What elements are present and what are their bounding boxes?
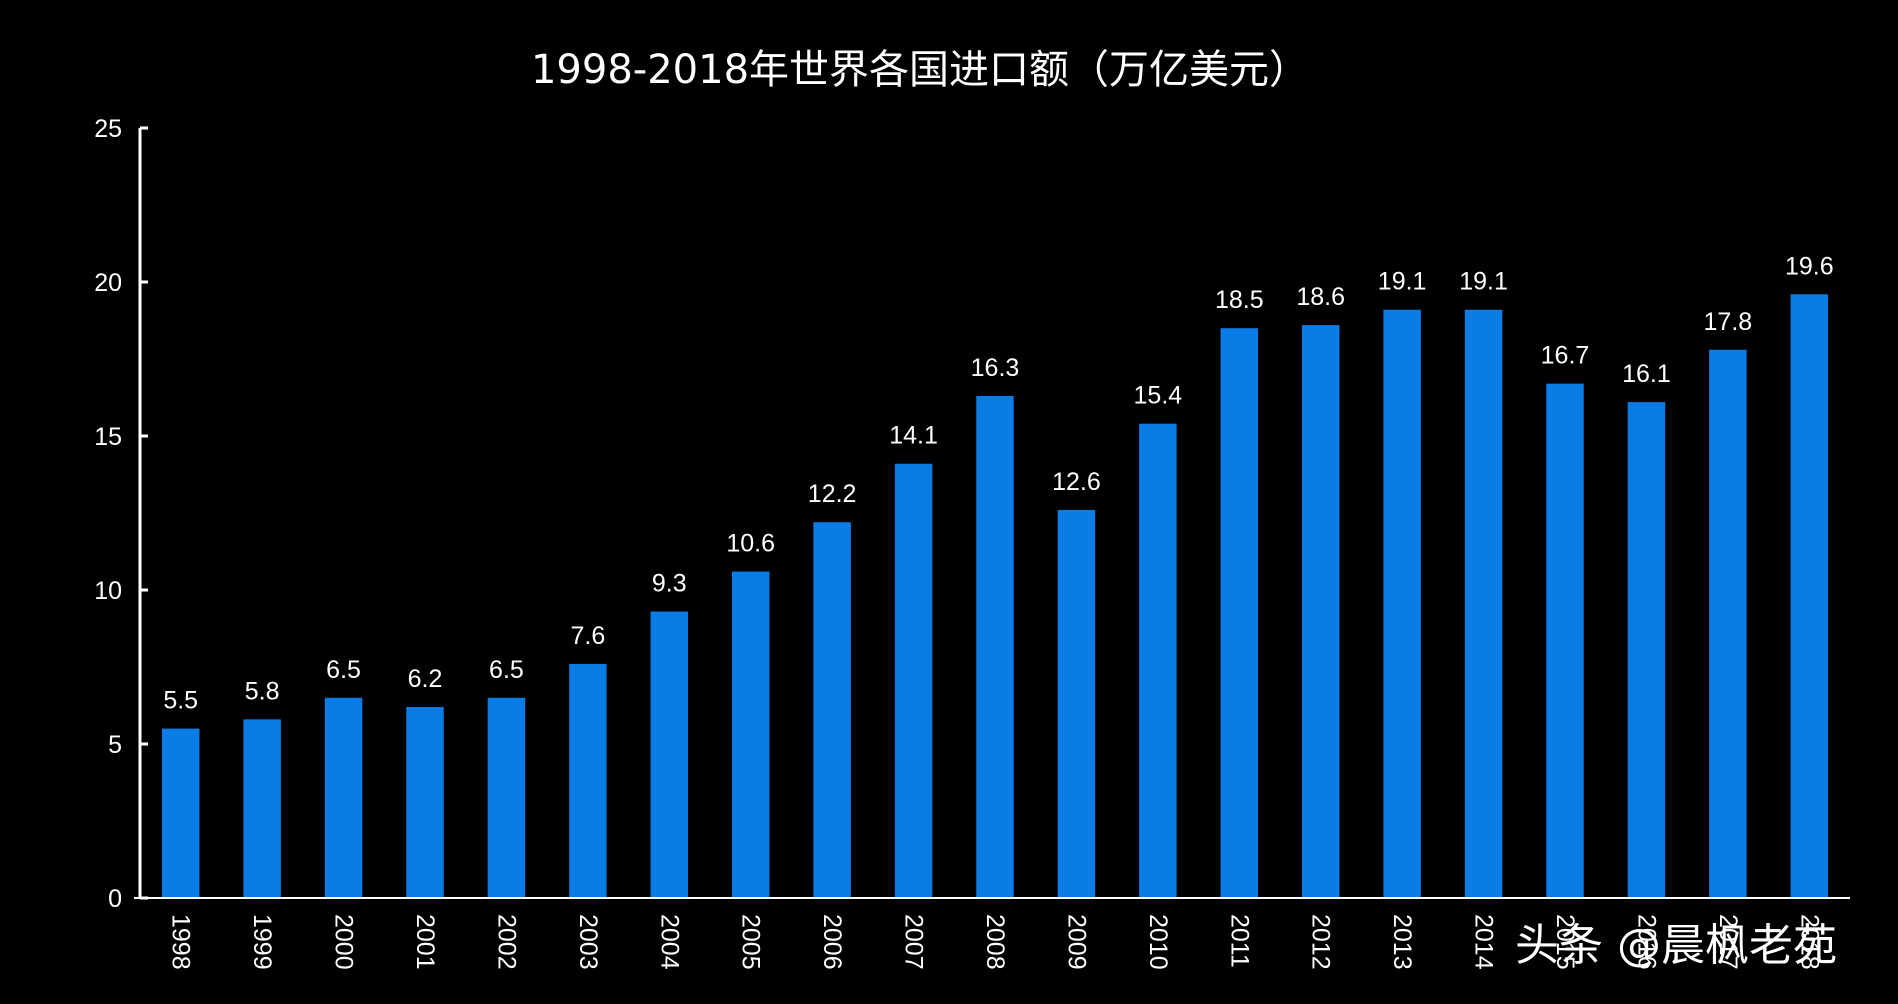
x-tick-label-2007: 2007 — [900, 914, 928, 970]
x-tick-labels-layer: 1998 1999 2000 2001 2002 2003 2004 2005 2006 2007… — [167, 914, 1824, 970]
data-label-2013: 19.1 — [1378, 268, 1427, 296]
x-tick-label-2001: 2001 — [411, 914, 439, 970]
x-tick-label-2009: 2009 — [1062, 914, 1090, 970]
data-label-2014: 19.1 — [1459, 268, 1508, 296]
bar-2006 — [813, 522, 851, 898]
bar-2018 — [1790, 294, 1829, 898]
x-tick-label-2008: 2008 — [981, 914, 1009, 970]
data-label-2000: 6.5 — [326, 656, 361, 684]
bars-layer — [161, 294, 1829, 899]
data-label-2004: 9.3 — [652, 570, 687, 598]
bar-2016 — [1627, 402, 1666, 898]
bar-2012 — [1301, 325, 1340, 898]
bar-2009 — [1057, 509, 1096, 898]
x-tick-label-2014: 2014 — [1470, 914, 1498, 970]
data-label-2005: 10.6 — [726, 530, 775, 558]
x-tick-label-2013: 2013 — [1388, 914, 1416, 970]
data-label-2009: 12.6 — [1052, 468, 1101, 496]
x-tick-label-2010: 2010 — [1144, 914, 1172, 970]
data-label-2002: 6.5 — [489, 656, 524, 684]
data-label-2006: 12.2 — [808, 480, 857, 508]
y-tick-label-25: 25 — [94, 115, 122, 143]
data-label-1999: 5.8 — [245, 677, 280, 705]
bar-1998 — [161, 728, 200, 898]
bar-2017 — [1709, 349, 1747, 898]
axes-layer — [134, 126, 1850, 900]
data-labels-layer: 5.5 5.8 6.5 6.2 6.5 7.6 9.3 10.6 12.2 14.1 16.3 12.… — [163, 252, 1833, 714]
bar-2007 — [894, 463, 933, 898]
data-label-2003: 7.6 — [570, 622, 605, 650]
y-tick-label-5: 5 — [108, 731, 122, 759]
data-label-2011: 18.5 — [1215, 286, 1264, 314]
y-tick-label-15: 15 — [94, 423, 122, 451]
x-tick-label-2015: 2015 — [1551, 914, 1579, 970]
data-label-2012: 18.6 — [1296, 283, 1345, 311]
x-tick-label-1999: 1999 — [248, 914, 276, 970]
bar-2005 — [731, 571, 770, 898]
x-tick-label-2011: 2011 — [1225, 914, 1253, 968]
bar-2014 — [1464, 309, 1503, 899]
data-label-2015: 16.7 — [1541, 342, 1590, 370]
x-tick-label-2016: 2016 — [1632, 914, 1660, 970]
y-tick-labels-layer: 0 5 10 15 20 25 — [94, 115, 122, 913]
data-label-2010: 15.4 — [1134, 382, 1183, 410]
bar-2015 — [1546, 383, 1584, 898]
x-tick-label-2000: 2000 — [330, 914, 358, 970]
bar-2010 — [1139, 423, 1177, 898]
x-tick-label-2003: 2003 — [574, 914, 602, 970]
watermark-text: 头条 @晨枫老苑 — [1515, 920, 1837, 971]
y-tick-label-20: 20 — [94, 269, 122, 297]
data-label-2008: 16.3 — [971, 354, 1020, 382]
bar-2004 — [650, 611, 689, 898]
bar-2001 — [406, 707, 444, 898]
y-tick-label-0: 0 — [108, 885, 122, 913]
data-label-2007: 14.1 — [889, 422, 938, 450]
chart-title: 1998-2018年世界各国进口额（万亿美元） — [531, 47, 1309, 93]
data-label-2017: 17.8 — [1704, 308, 1753, 336]
data-label-2016: 16.1 — [1622, 360, 1671, 388]
data-label-2018: 19.6 — [1785, 252, 1834, 280]
x-tick-label-2018: 2018 — [1795, 914, 1823, 970]
x-tick-label-2004: 2004 — [655, 914, 683, 970]
bar-2011 — [1220, 328, 1259, 898]
x-tick-label-2002: 2002 — [492, 914, 520, 970]
bar-1999 — [243, 719, 281, 898]
x-tick-label-2012: 2012 — [1307, 914, 1335, 970]
x-tick-label-2006: 2006 — [818, 914, 846, 970]
bar-2000 — [324, 697, 363, 898]
data-label-1998: 5.5 — [163, 687, 198, 715]
bar-2008 — [976, 395, 1014, 898]
data-label-2001: 6.2 — [408, 665, 443, 693]
x-tick-label-1998: 1998 — [167, 914, 195, 970]
bar-2003 — [569, 663, 607, 898]
x-tick-label-2017: 2017 — [1714, 914, 1742, 970]
bar-2013 — [1383, 309, 1421, 899]
x-tick-label-2005: 2005 — [737, 914, 765, 970]
y-tick-label-10: 10 — [94, 577, 122, 605]
bar-2002 — [487, 697, 526, 898]
